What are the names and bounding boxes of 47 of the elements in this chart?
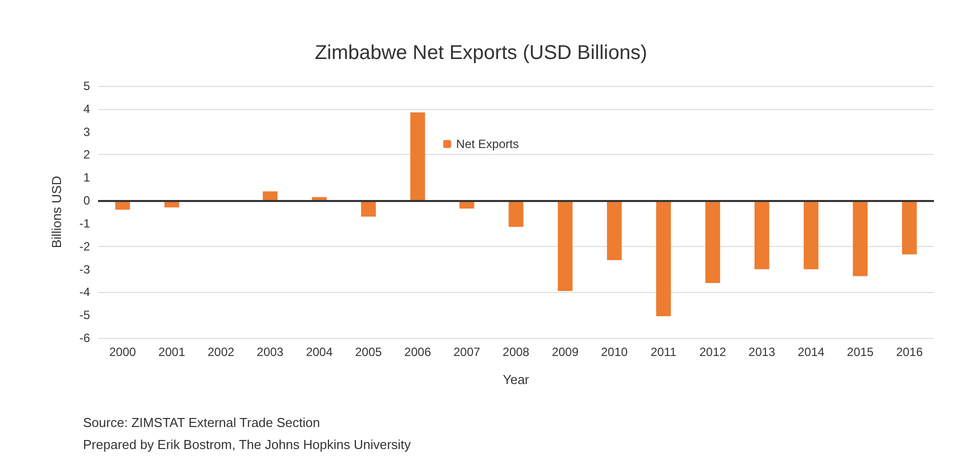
bar [902,200,917,254]
bar [262,191,278,201]
x-tick-label: 2007 [453,345,480,359]
bar [804,200,818,270]
x-tick-label: 2000 [109,345,136,359]
x-tick-label: 2014 [798,345,825,359]
x-tick-label: 2010 [601,345,628,359]
x-tick-label: 2004 [306,345,333,359]
y-tick-label: -1 [79,216,90,230]
x-axis-title: Year [502,372,530,387]
x-tick-label: 2001 [158,345,186,359]
x-tick-label: 2003 [256,345,284,359]
y-tick-label: -3 [79,262,90,276]
y-tick-label: -4 [79,285,90,300]
x-tick-label: 2006 [404,345,432,359]
y-tick-label: -5 [79,308,90,322]
x-tick-label: 2005 [355,345,382,359]
legend-label: Net Exports [456,137,519,151]
bar [852,200,868,276]
y-tick-label: 0 [83,194,90,208]
source-note: Source: ZIMSTAT External Trade Section [83,415,320,430]
x-tick-label: 2012 [699,345,726,359]
y-tick-label: 3 [83,124,90,139]
y-tick-label: 1 [83,170,90,185]
y-axis-title: Billions USD [49,176,64,248]
x-tick-label: 2008 [502,345,530,359]
bar [606,200,622,260]
y-tick-label: 4 [83,102,90,116]
bar [558,200,573,292]
x-tick-label: 2002 [208,345,235,359]
y-tick-label: 5 [83,79,90,93]
x-tick-label: 2016 [896,345,924,359]
bar [705,200,720,284]
bar [754,200,770,270]
chart-title: Zimbabwe Net Exports (USD Billions) [314,42,648,64]
y-tick-label: 2 [83,148,90,162]
y-tick-label: -2 [79,239,90,254]
y-tick-label: -6 [79,331,90,345]
x-tick-label: 2011 [650,345,677,359]
bar [656,200,671,316]
x-tick-label: 2009 [552,345,579,359]
bar [508,200,524,227]
bar [361,200,376,217]
x-tick-label: 2013 [748,345,776,359]
text: Prepared by Erik Bostrom, The Johns Hopkins University [83,437,412,452]
x-tick-label: 2015 [846,345,874,359]
bar [410,112,426,201]
